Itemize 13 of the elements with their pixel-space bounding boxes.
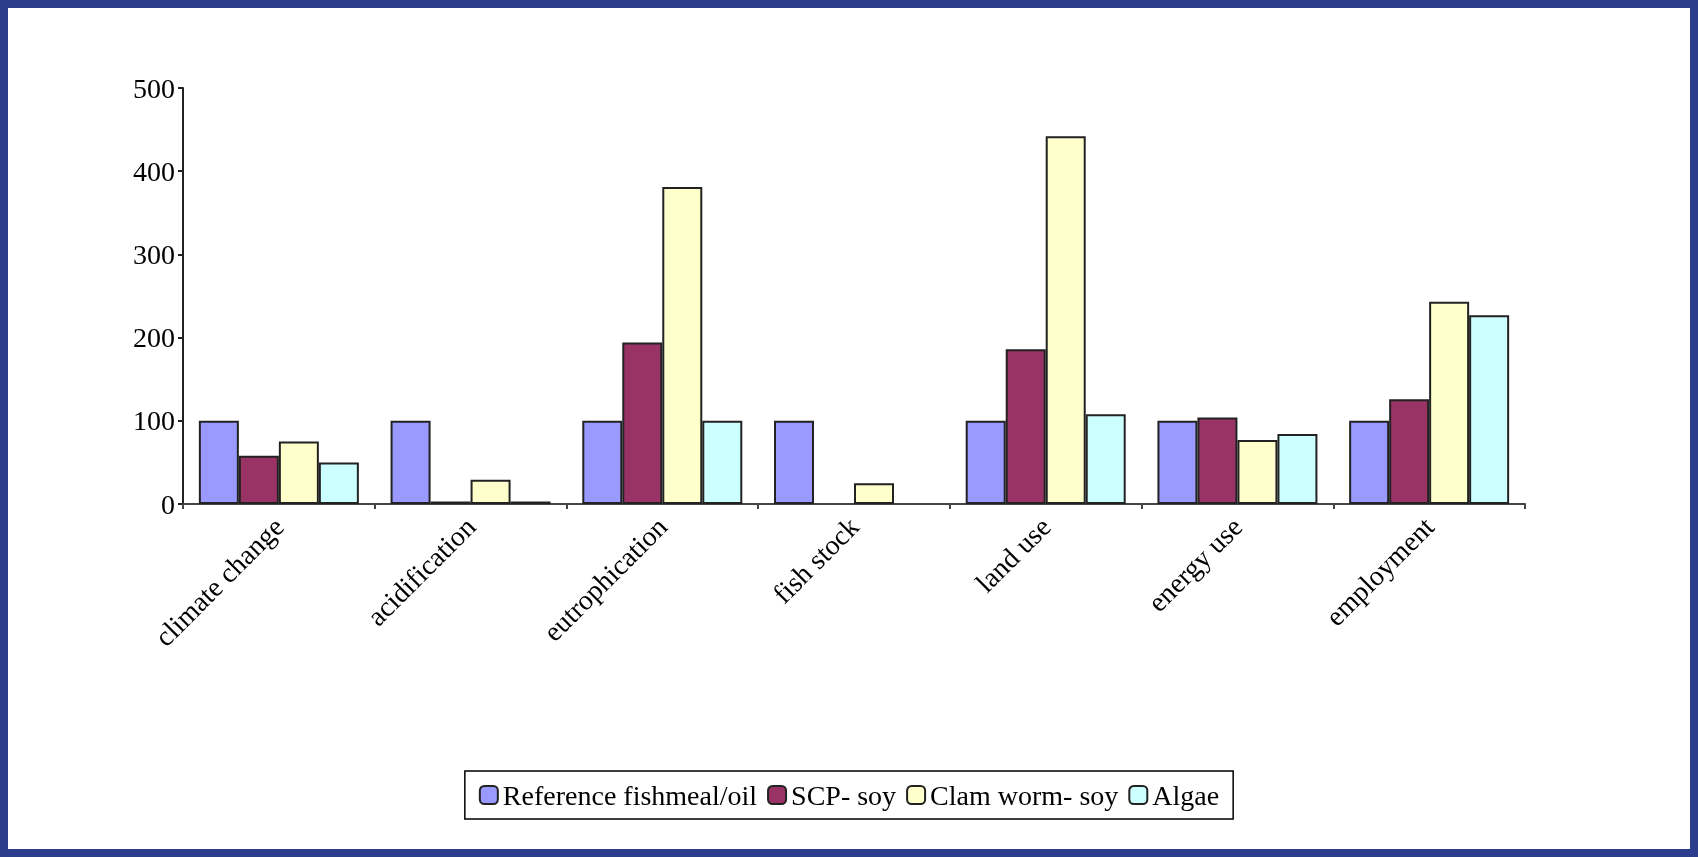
bar — [774, 420, 814, 504]
legend-label: SCP- soy — [791, 779, 897, 811]
x-tick-label: land use — [969, 511, 1057, 599]
legend-label: Clam worm- soy — [930, 779, 1119, 811]
y-tick-label: 300 — [133, 238, 175, 270]
y-tick-label: 200 — [133, 322, 175, 354]
y-tick-label: 100 — [133, 405, 175, 437]
y-tick-label: 400 — [133, 155, 175, 187]
legend-label: Reference fishmeal/oil — [502, 779, 758, 811]
y-tick-label: 0 — [161, 488, 175, 520]
bar — [854, 483, 894, 504]
y-tick-label: 500 — [133, 72, 175, 104]
legend-label: Algae — [1152, 779, 1220, 811]
